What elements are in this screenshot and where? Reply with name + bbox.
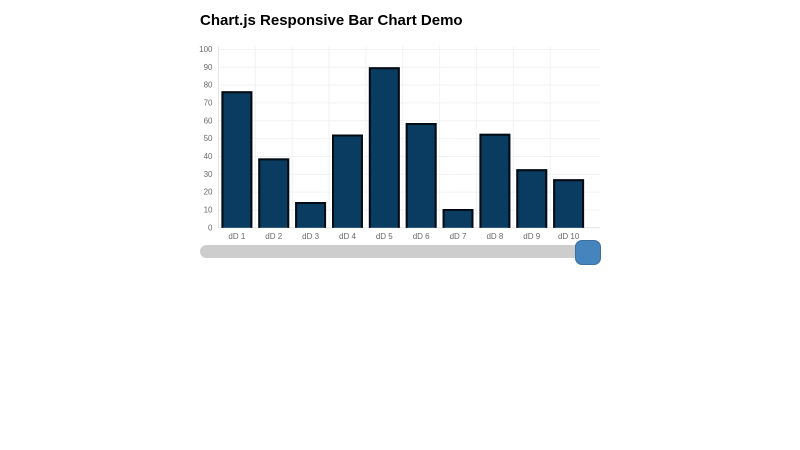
svg-text:dD 7: dD 7 bbox=[450, 232, 467, 241]
svg-text:80: 80 bbox=[204, 81, 213, 90]
svg-text:0: 0 bbox=[208, 223, 213, 232]
svg-text:70: 70 bbox=[204, 99, 213, 108]
svg-text:30: 30 bbox=[204, 170, 213, 179]
svg-text:dD 5: dD 5 bbox=[376, 232, 393, 241]
svg-text:40: 40 bbox=[204, 152, 213, 161]
svg-text:dD 8: dD 8 bbox=[486, 232, 503, 241]
svg-text:dD 6: dD 6 bbox=[413, 232, 430, 241]
svg-text:60: 60 bbox=[204, 116, 213, 125]
svg-text:dD 3: dD 3 bbox=[302, 232, 319, 241]
svg-text:dD 10: dD 10 bbox=[558, 232, 580, 241]
svg-text:100: 100 bbox=[199, 45, 213, 54]
svg-text:dD 2: dD 2 bbox=[265, 232, 282, 241]
svg-text:10: 10 bbox=[204, 206, 213, 215]
svg-text:90: 90 bbox=[204, 63, 213, 72]
svg-text:20: 20 bbox=[204, 188, 213, 197]
svg-text:dD 9: dD 9 bbox=[523, 232, 540, 241]
svg-text:dD 4: dD 4 bbox=[339, 232, 356, 241]
svg-text:dD 1: dD 1 bbox=[228, 232, 245, 241]
svg-text:50: 50 bbox=[204, 134, 213, 143]
